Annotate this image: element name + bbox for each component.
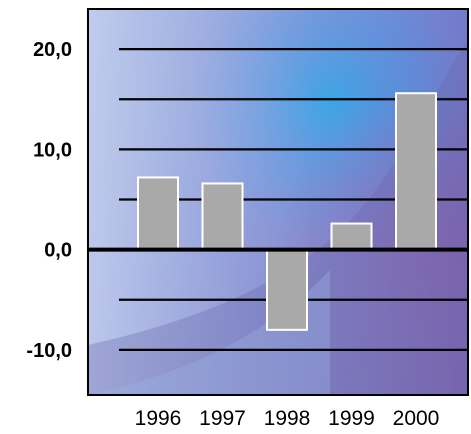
bar-2000 [395, 92, 437, 251]
y-tick-label: 0,0 [44, 240, 72, 262]
bar-1998 [266, 248, 308, 331]
y-tick-label: 20,0 [33, 39, 72, 61]
x-axis-ticks: 1996 1997 1998 1999 2000 [135, 407, 440, 430]
y-tick-label: -10,0 [26, 340, 72, 362]
plot-frame [87, 8, 469, 396]
x-tick-label: 1999 [328, 407, 375, 430]
x-tick-label: 1996 [135, 407, 182, 430]
bar-1996 [137, 176, 179, 251]
bar-1999 [330, 222, 373, 251]
x-tick-label: 2000 [393, 407, 440, 430]
y-tick-label: 10,0 [33, 139, 72, 161]
y-axis-ticks: 20,0 10,0 0,0 -10,0 [26, 39, 72, 362]
x-tick-label: 1998 [264, 407, 311, 430]
bar-1997 [201, 182, 244, 251]
x-tick-label: 1997 [199, 407, 246, 430]
